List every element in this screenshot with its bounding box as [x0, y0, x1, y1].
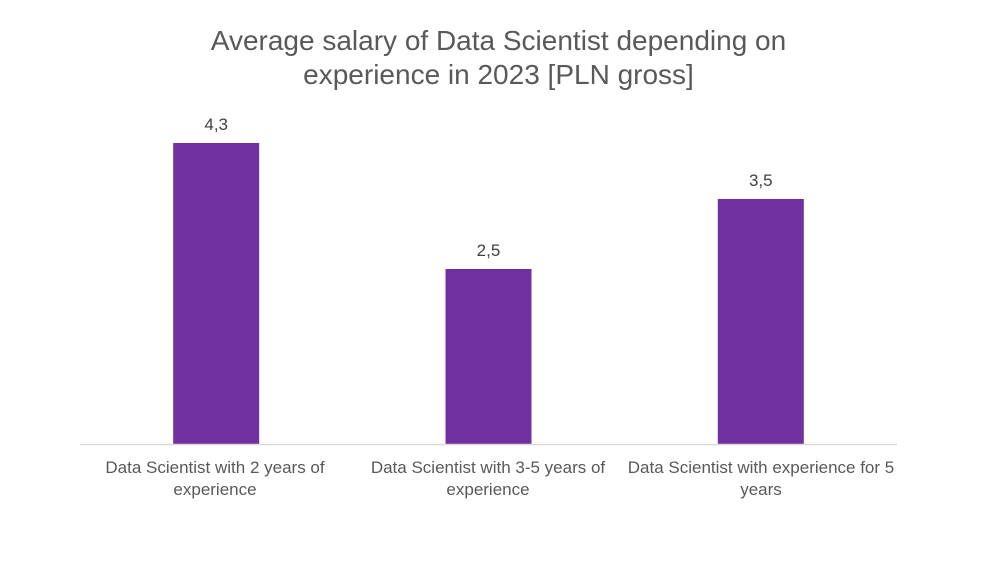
bar-1	[173, 143, 260, 444]
chart-title: Average salary of Data Scientist dependi…	[0, 24, 997, 92]
chart-title-line-2: experience in 2023 [PLN gross]	[303, 59, 694, 90]
bar-3	[717, 199, 804, 444]
chart-title-line-1: Average salary of Data Scientist dependi…	[210, 25, 787, 56]
data-label-1: 4,3	[204, 115, 228, 134]
category-label-1: Data Scientist with 2 years of experienc…	[105, 458, 325, 499]
data-label-3: 3,5	[749, 171, 773, 190]
category-label-2: Data Scientist with 3-5 years of experie…	[370, 458, 606, 499]
data-label-2: 2,5	[477, 241, 501, 260]
category-label-3: Data Scientist with experience for 5 yea…	[627, 458, 895, 499]
bar-2	[445, 269, 532, 444]
